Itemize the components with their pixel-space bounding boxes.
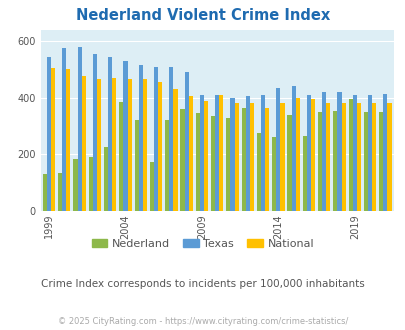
Bar	[88, 157, 93, 211]
Bar	[66, 69, 70, 211]
Bar	[280, 103, 284, 211]
Bar	[337, 92, 341, 211]
Bar	[230, 98, 234, 211]
Bar	[249, 103, 254, 211]
Bar	[165, 120, 169, 211]
Bar	[363, 112, 367, 211]
Bar	[287, 115, 291, 211]
Bar	[317, 112, 322, 211]
Bar	[326, 103, 330, 211]
Bar	[264, 108, 269, 211]
Bar	[134, 120, 139, 211]
Bar	[241, 108, 245, 211]
Bar	[341, 103, 345, 211]
Text: Crime Index corresponds to incidents per 100,000 inhabitants: Crime Index corresponds to incidents per…	[41, 279, 364, 289]
Bar	[260, 95, 264, 211]
Bar	[47, 57, 51, 211]
Bar	[367, 95, 371, 211]
Bar	[127, 79, 131, 211]
Bar	[302, 136, 306, 211]
Bar	[158, 82, 162, 211]
Bar	[256, 133, 260, 211]
Bar	[169, 67, 173, 211]
Bar	[276, 88, 280, 211]
Bar	[143, 79, 147, 211]
Bar	[139, 65, 143, 211]
Bar	[386, 103, 391, 211]
Bar	[112, 78, 116, 211]
Bar	[51, 68, 55, 211]
Bar	[378, 112, 382, 211]
Bar	[382, 93, 386, 211]
Bar	[295, 98, 299, 211]
Bar	[119, 102, 123, 211]
Bar	[352, 95, 356, 211]
Bar	[333, 111, 337, 211]
Bar	[108, 57, 112, 211]
Bar	[123, 61, 127, 211]
Bar	[149, 162, 153, 211]
Legend: Nederland, Texas, National: Nederland, Texas, National	[87, 235, 318, 253]
Bar	[322, 92, 326, 211]
Bar	[203, 101, 208, 211]
Bar	[188, 96, 192, 211]
Bar	[77, 47, 81, 211]
Bar	[310, 99, 314, 211]
Bar	[153, 67, 158, 211]
Bar	[199, 95, 203, 211]
Bar	[104, 148, 108, 211]
Bar	[219, 95, 223, 211]
Bar	[73, 159, 77, 211]
Bar	[43, 174, 47, 211]
Bar	[93, 54, 97, 211]
Bar	[58, 173, 62, 211]
Bar	[306, 95, 310, 211]
Bar	[195, 114, 199, 211]
Bar	[371, 103, 375, 211]
Bar	[62, 48, 66, 211]
Bar	[81, 77, 85, 211]
Bar	[97, 79, 101, 211]
Bar	[226, 117, 230, 211]
Bar	[215, 95, 219, 211]
Bar	[348, 99, 352, 211]
Bar	[184, 72, 188, 211]
Bar	[211, 116, 215, 211]
Bar	[291, 86, 295, 211]
Bar	[180, 109, 184, 211]
Bar	[245, 96, 249, 211]
Text: © 2025 CityRating.com - https://www.cityrating.com/crime-statistics/: © 2025 CityRating.com - https://www.city…	[58, 317, 347, 326]
Bar	[356, 103, 360, 211]
Bar	[173, 89, 177, 211]
Text: Nederland Violent Crime Index: Nederland Violent Crime Index	[76, 8, 329, 23]
Bar	[271, 138, 276, 211]
Bar	[234, 103, 238, 211]
